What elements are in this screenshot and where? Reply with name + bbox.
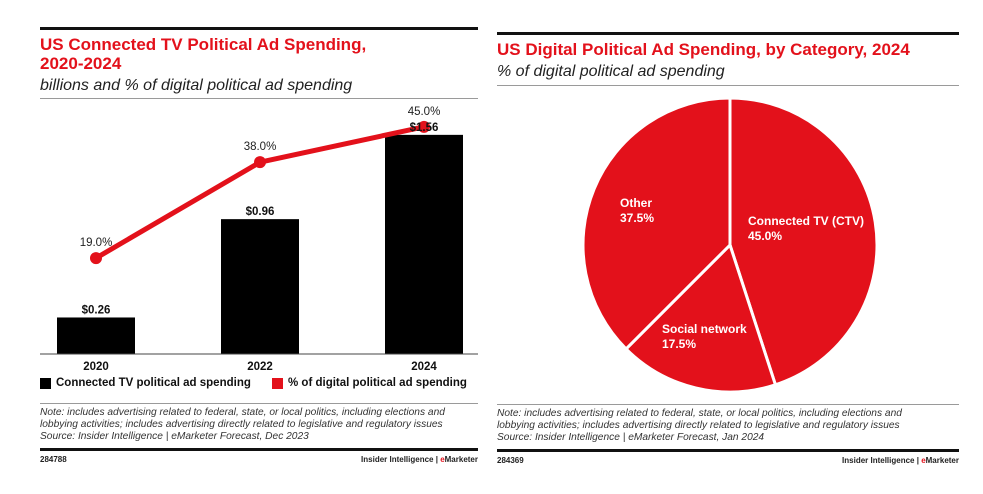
slice-value: 37.5% bbox=[620, 211, 654, 225]
share-point-2022 bbox=[254, 156, 266, 169]
bottom-rule bbox=[497, 449, 959, 452]
share-value-label: 38.0% bbox=[244, 141, 277, 153]
bar-2020 bbox=[57, 317, 135, 354]
brand-prefix: Insider Intelligence | bbox=[361, 455, 441, 464]
note-line1: Note: includes advertising related to fe… bbox=[497, 408, 902, 419]
note-rule bbox=[40, 403, 478, 404]
legend-item-line: % of digital political ad spending bbox=[272, 377, 467, 389]
chart-id: 284369 bbox=[497, 456, 524, 465]
brand-logo: Insider Intelligence | eMarketer bbox=[361, 455, 478, 464]
bottom-rule bbox=[40, 448, 478, 451]
source-line: Source: Insider Intelligence | eMarketer… bbox=[40, 431, 309, 442]
brand-rest: Marketer bbox=[925, 456, 959, 465]
slice-label: Connected TV (CTV) bbox=[748, 214, 864, 228]
bar-2022 bbox=[221, 219, 299, 354]
chart-title-line2: 2020-2024 bbox=[40, 54, 122, 73]
source-line: Source: Insider Intelligence | eMarketer… bbox=[497, 432, 765, 443]
slice-label: Other bbox=[620, 196, 652, 210]
brand-logo: Insider Intelligence | eMarketer bbox=[842, 456, 959, 465]
brand-e: e bbox=[921, 456, 926, 465]
x-tick-label: 2022 bbox=[247, 361, 273, 373]
legend-swatch-black bbox=[40, 377, 51, 389]
legend-item-bars: Connected TV political ad spending bbox=[40, 377, 251, 389]
share-point-2024 bbox=[418, 120, 430, 133]
bar-2024 bbox=[385, 134, 463, 354]
legend-label: % of digital political ad spending bbox=[288, 377, 467, 389]
x-tick-label: 2024 bbox=[411, 361, 437, 373]
pie-slice-connected-tv-ctv bbox=[728, 96, 879, 387]
chart-subtitle: billions and % of digital political ad s… bbox=[40, 77, 353, 94]
subtitle-rule bbox=[497, 85, 959, 86]
legend-label: Connected TV political ad spending bbox=[56, 377, 251, 389]
note-line2: lobbying activities; includes advertisin… bbox=[40, 419, 443, 430]
chart-title-line1: US Connected TV Political Ad Spending, bbox=[40, 35, 367, 54]
brand-e: e bbox=[440, 455, 445, 464]
chart-id: 284788 bbox=[40, 455, 67, 464]
pie-slice-other bbox=[581, 96, 732, 351]
share-value-label: 19.0% bbox=[80, 237, 113, 249]
top-rule bbox=[40, 27, 478, 30]
slice-value: 45.0% bbox=[748, 229, 782, 243]
note-line1: Note: includes advertising related to fe… bbox=[40, 407, 445, 418]
bar-line-chart: $0.26 2020 $0.96 2022 $1.56 2024 19.0% 38.0% 45.… bbox=[40, 106, 478, 373]
bar-value-label: $1.56 bbox=[410, 122, 439, 134]
legend-swatch-red bbox=[272, 377, 283, 389]
top-rule bbox=[497, 32, 959, 35]
subtitle-rule bbox=[40, 98, 478, 99]
pie-chart: Connected TV (CTV)45.0% Social network17.… bbox=[581, 96, 879, 394]
share-value-label: 45.0% bbox=[408, 106, 441, 118]
note-line2: lobbying activities; includes advertisin… bbox=[497, 420, 900, 431]
left-chart-panel: US Connected TV Political Ad Spending, 2… bbox=[0, 0, 490, 494]
brand-prefix: Insider Intelligence | bbox=[842, 456, 922, 465]
x-tick-label: 2020 bbox=[83, 361, 109, 373]
note-rule bbox=[497, 404, 959, 405]
share-point-2020 bbox=[90, 252, 102, 265]
brand-rest: Marketer bbox=[444, 455, 478, 464]
right-chart-panel: US Digital Political Ad Spending, by Cat… bbox=[490, 0, 983, 494]
chart-title: US Digital Political Ad Spending, by Cat… bbox=[497, 40, 910, 59]
slice-value: 17.5% bbox=[662, 337, 696, 351]
chart-subtitle: % of digital political ad spending bbox=[497, 63, 725, 80]
bar-value-label: $0.26 bbox=[82, 304, 111, 316]
slice-label: Social network bbox=[662, 322, 747, 336]
pie-slice-social-network bbox=[624, 243, 777, 394]
bar-value-label: $0.96 bbox=[246, 206, 275, 218]
